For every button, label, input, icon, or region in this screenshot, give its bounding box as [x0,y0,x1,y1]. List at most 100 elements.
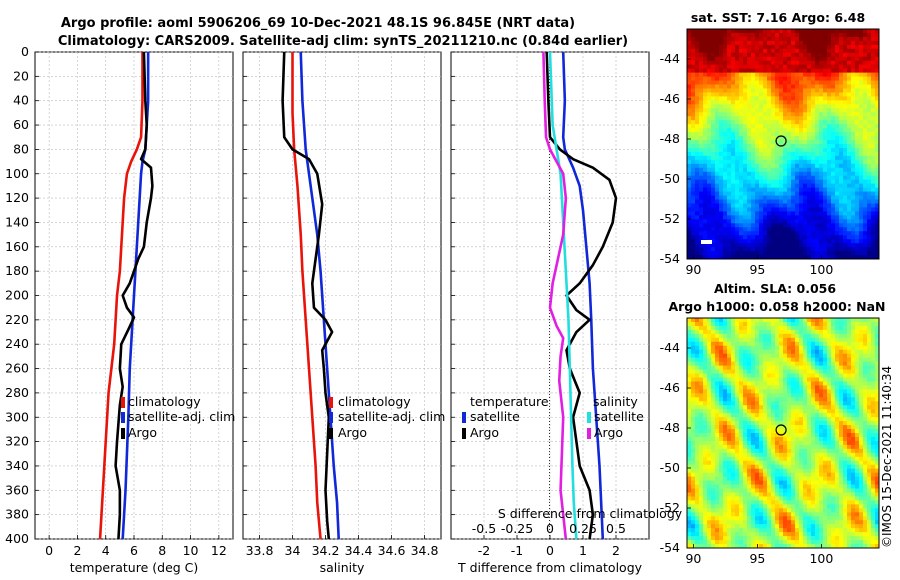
map-cell [743,401,748,406]
map-cell [779,329,784,335]
map-cell [727,163,732,169]
map-cell [767,325,772,331]
map-cell [831,255,836,260]
map-cell [803,337,808,343]
map-cell [863,373,868,378]
map-cell [791,436,796,442]
map-cell [755,444,760,450]
map-cell [815,251,820,256]
map-cell [815,40,820,46]
map-cell [695,349,700,355]
map-cell [791,64,796,70]
map-cell [771,345,776,351]
sst-map-scale-mark [701,240,712,244]
map-cell [839,116,844,121]
map-cell [715,369,720,374]
map-cell [739,255,744,260]
map-cell [847,456,852,462]
map-cell [827,397,832,402]
map-cell [743,377,748,382]
map-cell [715,223,720,228]
map-cell [695,433,700,438]
map-cell [851,163,856,169]
map-cell [731,464,736,470]
map-cell [871,171,876,177]
map-cell [775,140,780,145]
map-cell [799,247,804,252]
map-cell [839,231,844,236]
map-cell [735,385,740,390]
map-cell [811,88,816,93]
map-cell [815,365,820,370]
map-cell [823,318,828,323]
map-cell [719,329,724,335]
map-cell [751,104,756,109]
map-cell [875,195,880,200]
map-cell [871,318,876,323]
map-cell [771,409,776,414]
map-cell [767,84,772,89]
map-cell [699,112,704,117]
map-cell [779,337,784,343]
map-cell [775,333,780,339]
map-cell [719,429,724,434]
map-cell [787,361,792,366]
map-cell [775,239,780,244]
map-cell [707,460,712,466]
map-cell [783,318,788,323]
map-cell [711,369,716,374]
map-cell [751,393,756,398]
map-cell [735,417,740,422]
map-cell [731,440,736,446]
map-cell [847,239,852,244]
map-cell [759,136,764,141]
map-cell [695,29,700,34]
map-cell [767,448,772,454]
map-cell [731,68,736,74]
map-cell [847,365,852,370]
map-cell [859,60,864,66]
map-cell [839,92,844,97]
map-cell [739,40,744,46]
map-cell [699,136,704,141]
map-cell [703,452,708,458]
map-cell [859,88,864,93]
map-cell [767,76,772,81]
sla-map-panel: Altim. SLA: 0.056 Argo h1000: 0.058 h200… [660,281,886,566]
map-cell [811,389,816,394]
map-cell [843,243,848,248]
map-cell [815,429,820,434]
map-cell [695,219,700,224]
map-cell [859,64,864,70]
map-cell [711,29,716,34]
map-cell [819,140,824,145]
map-cell [783,72,788,77]
map-cell [747,32,752,38]
map-cell [751,417,756,422]
map-cell [787,251,792,256]
map-cell [747,120,752,125]
legend-heading-temperature: temperature [470,394,549,409]
map-cell [695,199,700,204]
map-cell [719,195,724,200]
map-cell [687,235,692,240]
map-cell [807,132,812,137]
map-cell [747,227,752,232]
map-cell [819,369,824,374]
map-cell [787,377,792,382]
map-cell [759,84,764,89]
depth-tick-label: 360 [5,482,29,497]
map-cell [747,108,752,113]
map-cell [835,52,840,58]
map-cell [715,436,720,442]
map-cell [803,329,808,335]
map-cell [827,76,832,81]
map-cell [767,48,772,54]
map-cell [687,361,692,366]
map-cell [799,60,804,66]
map-cell [787,52,792,58]
map-cell [855,247,860,252]
map-cell [863,397,868,402]
map-cell [735,349,740,355]
map-cell [771,444,776,450]
